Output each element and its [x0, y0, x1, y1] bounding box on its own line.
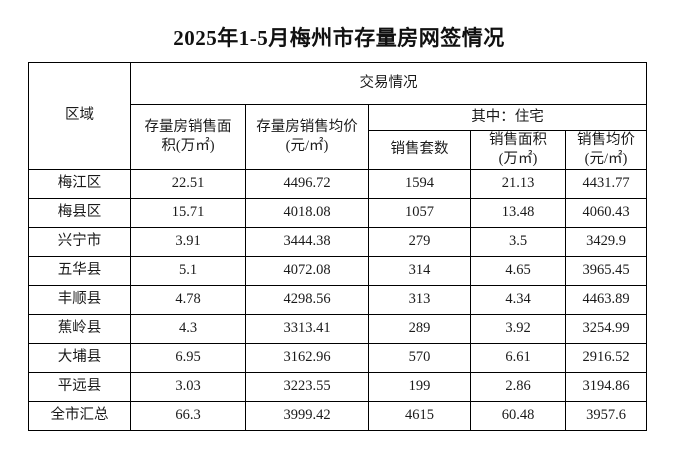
- value-cell: 4463.89: [564, 284, 648, 315]
- value-cell: 4.3: [130, 313, 246, 344]
- value-cell: 4072.08: [245, 255, 369, 286]
- header-stock-avg-price: 存量房销售均价 (元/㎡): [245, 104, 369, 170]
- table-row: 兴宁市 3.91 3444.38 279 3.5 3429.9: [28, 226, 648, 257]
- value-cell: 4298.56: [245, 284, 369, 315]
- value-cell: 4018.08: [245, 197, 369, 228]
- region-cell: 丰顺县: [28, 284, 131, 315]
- table-row: 五华县 5.1 4072.08 314 4.65 3965.45: [28, 255, 648, 286]
- region-cell: 梅江区: [28, 168, 131, 199]
- header-row-2: 存量房销售面 积(万㎡) 存量房销售均价 (元/㎡) 其中：住宅: [29, 104, 648, 170]
- value-cell: 60.48: [470, 400, 566, 431]
- value-cell: 289: [368, 313, 471, 344]
- value-cell: 313: [368, 284, 471, 315]
- value-cell: 3965.45: [564, 255, 648, 286]
- table-row: 梅江区 22.51 4496.72 1594 21.13 4431.77: [28, 168, 648, 199]
- value-cell: 3194.86: [564, 371, 648, 402]
- value-cell: 4060.43: [564, 197, 648, 228]
- value-cell: 21.13: [470, 168, 566, 199]
- value-cell: 3957.6: [564, 400, 648, 431]
- value-cell: 199: [368, 371, 471, 402]
- value-cell: 4431.77: [564, 168, 648, 199]
- value-cell: 3.91: [130, 226, 246, 257]
- value-cell: 570: [368, 342, 471, 373]
- value-cell: 279: [368, 226, 471, 257]
- region-cell: 兴宁市: [28, 226, 131, 257]
- value-cell: 5.1: [130, 255, 246, 286]
- header-region: 区域: [28, 62, 131, 170]
- value-cell: 3999.42: [245, 400, 369, 431]
- table-row-total: 全市汇总 66.3 3999.42 4615 60.48 3957.6: [28, 400, 648, 431]
- value-cell: 3162.96: [245, 342, 369, 373]
- header-res-avg-price: 销售均价 (元/㎡): [564, 130, 648, 170]
- header-res-sales-area: 销售面积 (万㎡): [470, 130, 566, 170]
- header-stock-sales-area: 存量房销售面 积(万㎡): [130, 104, 246, 170]
- header-units-sold: 销售套数: [368, 130, 471, 170]
- table-row: 丰顺县 4.78 4298.56 313 4.34 4463.89: [28, 284, 648, 315]
- value-cell: 13.48: [470, 197, 566, 228]
- value-cell: 2916.52: [564, 342, 648, 373]
- table-row: 蕉岭县 4.3 3313.41 289 3.92 3254.99: [28, 313, 648, 344]
- header-row-3: 销售套数 销售面积 (万㎡) 销售均价 (元/㎡): [29, 130, 648, 170]
- page-title: 2025年1-5月梅州市存量房网签情况: [173, 26, 505, 50]
- value-cell: 4615: [368, 400, 471, 431]
- value-cell: 6.95: [130, 342, 246, 373]
- region-cell: 全市汇总: [28, 400, 131, 431]
- housing-stat-table: 区域 交易情况 存量房销售面 积(万㎡) 存量房销售均价 (元/㎡) 其中：住宅…: [28, 62, 648, 431]
- value-cell: 3.5: [470, 226, 566, 257]
- value-cell: 1594: [368, 168, 471, 199]
- value-cell: 2.86: [470, 371, 566, 402]
- value-cell: 3444.38: [245, 226, 369, 257]
- table-row: 大埔县 6.95 3162.96 570 6.61 2916.52: [28, 342, 648, 373]
- value-cell: 3429.9: [564, 226, 648, 257]
- value-cell: 6.61: [470, 342, 566, 373]
- value-cell: 66.3: [130, 400, 246, 431]
- table-row: 平远县 3.03 3223.55 199 2.86 3194.86: [28, 371, 648, 402]
- header-transaction: 交易情况: [129, 62, 648, 105]
- header-residential: 其中：住宅: [367, 104, 648, 131]
- region-cell: 平远县: [28, 371, 131, 402]
- table-row: 梅县区 15.71 4018.08 1057 13.48 4060.43: [28, 197, 648, 228]
- value-cell: 4.34: [470, 284, 566, 315]
- value-cell: 3313.41: [245, 313, 369, 344]
- region-cell: 大埔县: [28, 342, 131, 373]
- value-cell: 4496.72: [245, 168, 369, 199]
- value-cell: 4.65: [470, 255, 566, 286]
- region-cell: 梅县区: [28, 197, 131, 228]
- value-cell: 22.51: [130, 168, 246, 199]
- region-cell: 蕉岭县: [28, 313, 131, 344]
- region-cell: 五华县: [28, 255, 131, 286]
- value-cell: 3223.55: [245, 371, 369, 402]
- value-cell: 314: [368, 255, 471, 286]
- value-cell: 3.03: [130, 371, 246, 402]
- header-row-1: 区域 交易情况: [28, 62, 648, 170]
- value-cell: 3254.99: [564, 313, 648, 344]
- value-cell: 1057: [368, 197, 471, 228]
- value-cell: 3.92: [470, 313, 566, 344]
- value-cell: 4.78: [130, 284, 246, 315]
- value-cell: 15.71: [130, 197, 246, 228]
